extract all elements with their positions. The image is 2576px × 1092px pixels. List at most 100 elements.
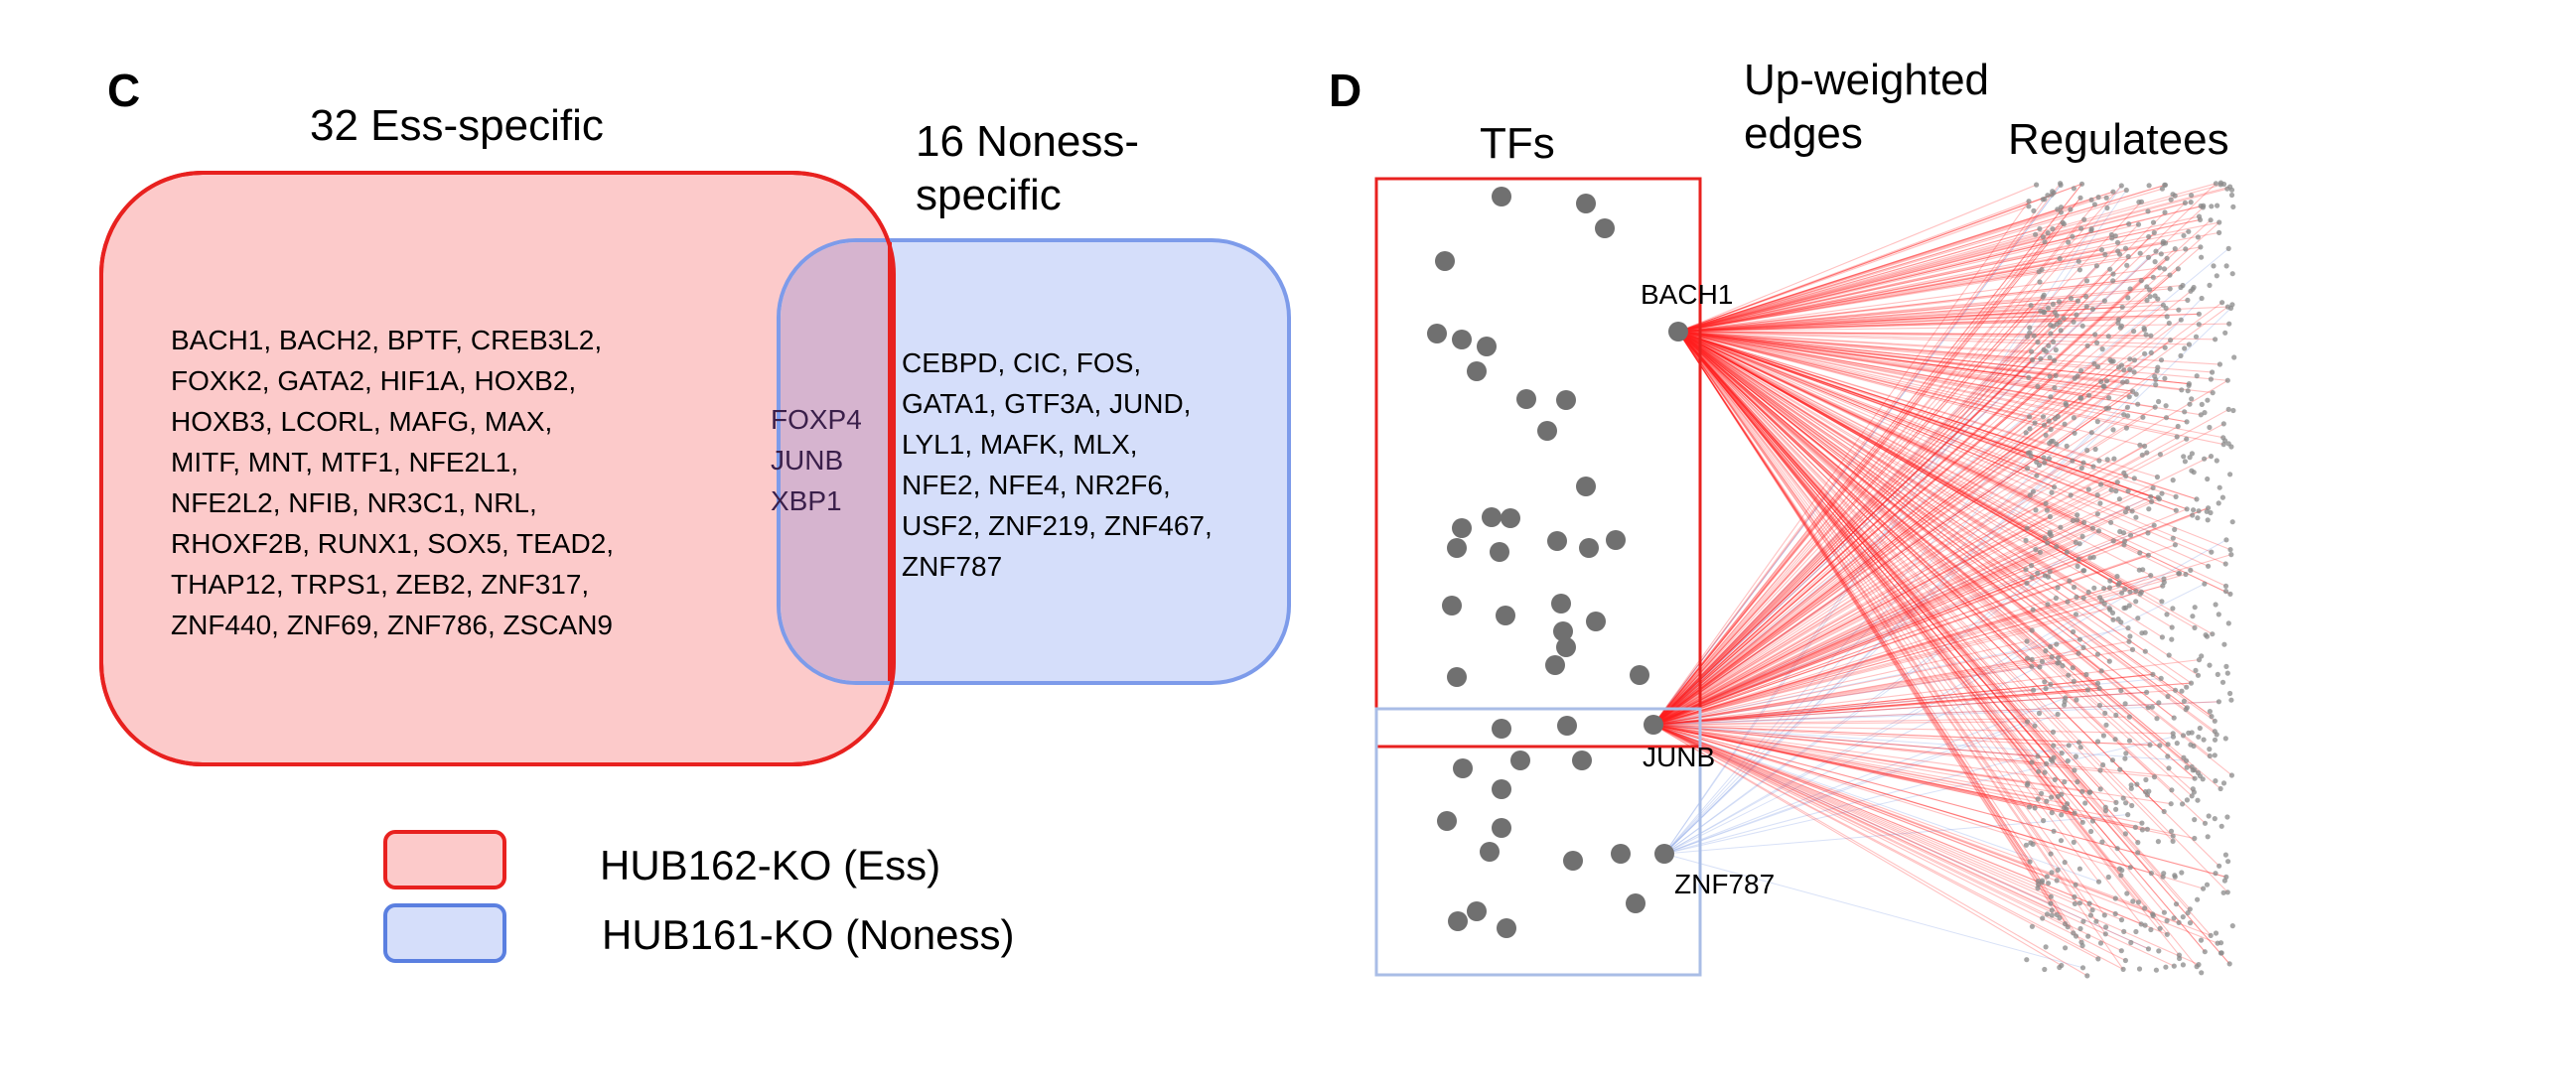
regulatee-node [2144,450,2150,456]
ess-edge [1652,543,2080,726]
regulatee-node [2137,550,2143,556]
noness-edge [1652,256,2149,726]
ess-edge [1652,349,2045,726]
regulatee-node [2028,840,2034,846]
regulatee-node [2062,804,2068,811]
ess-edge [1677,331,2033,667]
regulatee-node [2121,367,2127,373]
regulatee-node [2222,330,2228,336]
regulatee-node [2222,561,2228,567]
tf-node [1595,218,1615,238]
regulatee-node [2129,508,2135,514]
regulatee-node [2105,334,2111,340]
regulatee-node [2184,797,2190,803]
ess-edge [1677,331,2232,776]
tf-node [1452,518,1472,538]
ess-edge [1652,257,2168,726]
regulatee-node [2059,812,2065,818]
regulatee-node [2030,488,2036,494]
regulatee-node [2188,680,2195,686]
ess-edge [1677,331,2177,511]
ess-edge [1652,724,2030,808]
regulatee-node [2044,911,2051,917]
regulatee-node [2088,828,2094,835]
ess-edge [1677,331,2216,733]
ess-edge [1652,551,2068,726]
regulatee-node [2123,605,2129,611]
ess-edge [1677,331,2094,468]
ess-edge [1652,352,2145,726]
ess-edge [1652,724,2077,783]
ess-edge [1677,331,2105,916]
ess-edge [1652,268,2111,726]
ess-edge [1677,331,2099,883]
ess-edge [1677,228,2041,333]
ess-edge [1677,331,2079,654]
ess-edge [1677,331,2045,426]
regulatee-node [2147,294,2153,300]
regulatee-node [2092,332,2098,338]
regulatee-node [2076,636,2083,642]
regulatee-node [2205,517,2211,523]
regulatee-node [2082,800,2088,806]
regulatee-node [2072,893,2077,900]
tf-node [1579,538,1599,558]
ess-edge [1652,223,2139,726]
regulatee-node [2027,325,2033,331]
ess-edge [1677,331,2152,502]
ess-edge [1677,331,2067,406]
regulatee-node [2035,886,2041,891]
regulatee-node [2181,454,2187,460]
ess-edge [1677,331,2033,667]
noness-edge [1663,853,2083,969]
regulatee-node [2045,193,2051,199]
ess-edge [1677,331,2053,813]
regulatee-node [2210,390,2216,396]
ess-edge [1652,724,2195,840]
regulatee-node [2041,818,2047,824]
regulatee-node [2224,377,2230,383]
regulatee-node [2058,209,2064,215]
ess-edge [1652,724,2226,878]
regulatee-node [2084,973,2090,979]
regulatee-node [2190,767,2196,773]
ess-edge [1677,202,2192,333]
ess-edge [1677,331,2052,431]
regulatee-node [2199,295,2205,302]
tf-node [1427,324,1447,343]
regulatee-node [2153,382,2159,388]
regulatee-node [2135,899,2141,905]
ess-edge [1677,314,2076,333]
regulatee-node [2225,245,2231,251]
regulatee-node [2127,532,2134,538]
regulatee-node [2071,186,2076,192]
regulatee-node [2065,801,2071,807]
ess-edge [1652,219,2212,726]
regulatee-node [2122,701,2128,707]
regulatee-node [2158,251,2164,257]
regulatee-node [2089,907,2095,913]
regulatee-node [2031,207,2037,213]
ess-edge [1652,203,2186,726]
ess-edge [1652,724,2063,966]
shared-gene-list: FOXP4 JUNB XBP1 [771,404,862,516]
regulatee-node [2075,779,2080,785]
ess-edge [1677,331,2090,793]
regulatee-node [2153,967,2159,973]
regulatee-node [2070,458,2075,464]
regulatee-node [2215,671,2220,678]
regulatee-node [2110,616,2116,622]
regulatee-node [2156,398,2162,405]
regulatee-node [2043,944,2049,950]
regulatee-node [2062,698,2068,705]
regulatee-node [2218,940,2224,946]
regulatee-node [2125,295,2131,301]
regulatee-node [2074,312,2079,318]
ess-edge [1652,296,2044,726]
regulatee-node [2139,820,2145,826]
regulatee-node [2079,533,2085,540]
ess-edge [1677,331,2216,341]
regulatee-node [2072,900,2077,907]
noness-edge [1652,724,2149,950]
regulatee-node [2039,658,2046,665]
